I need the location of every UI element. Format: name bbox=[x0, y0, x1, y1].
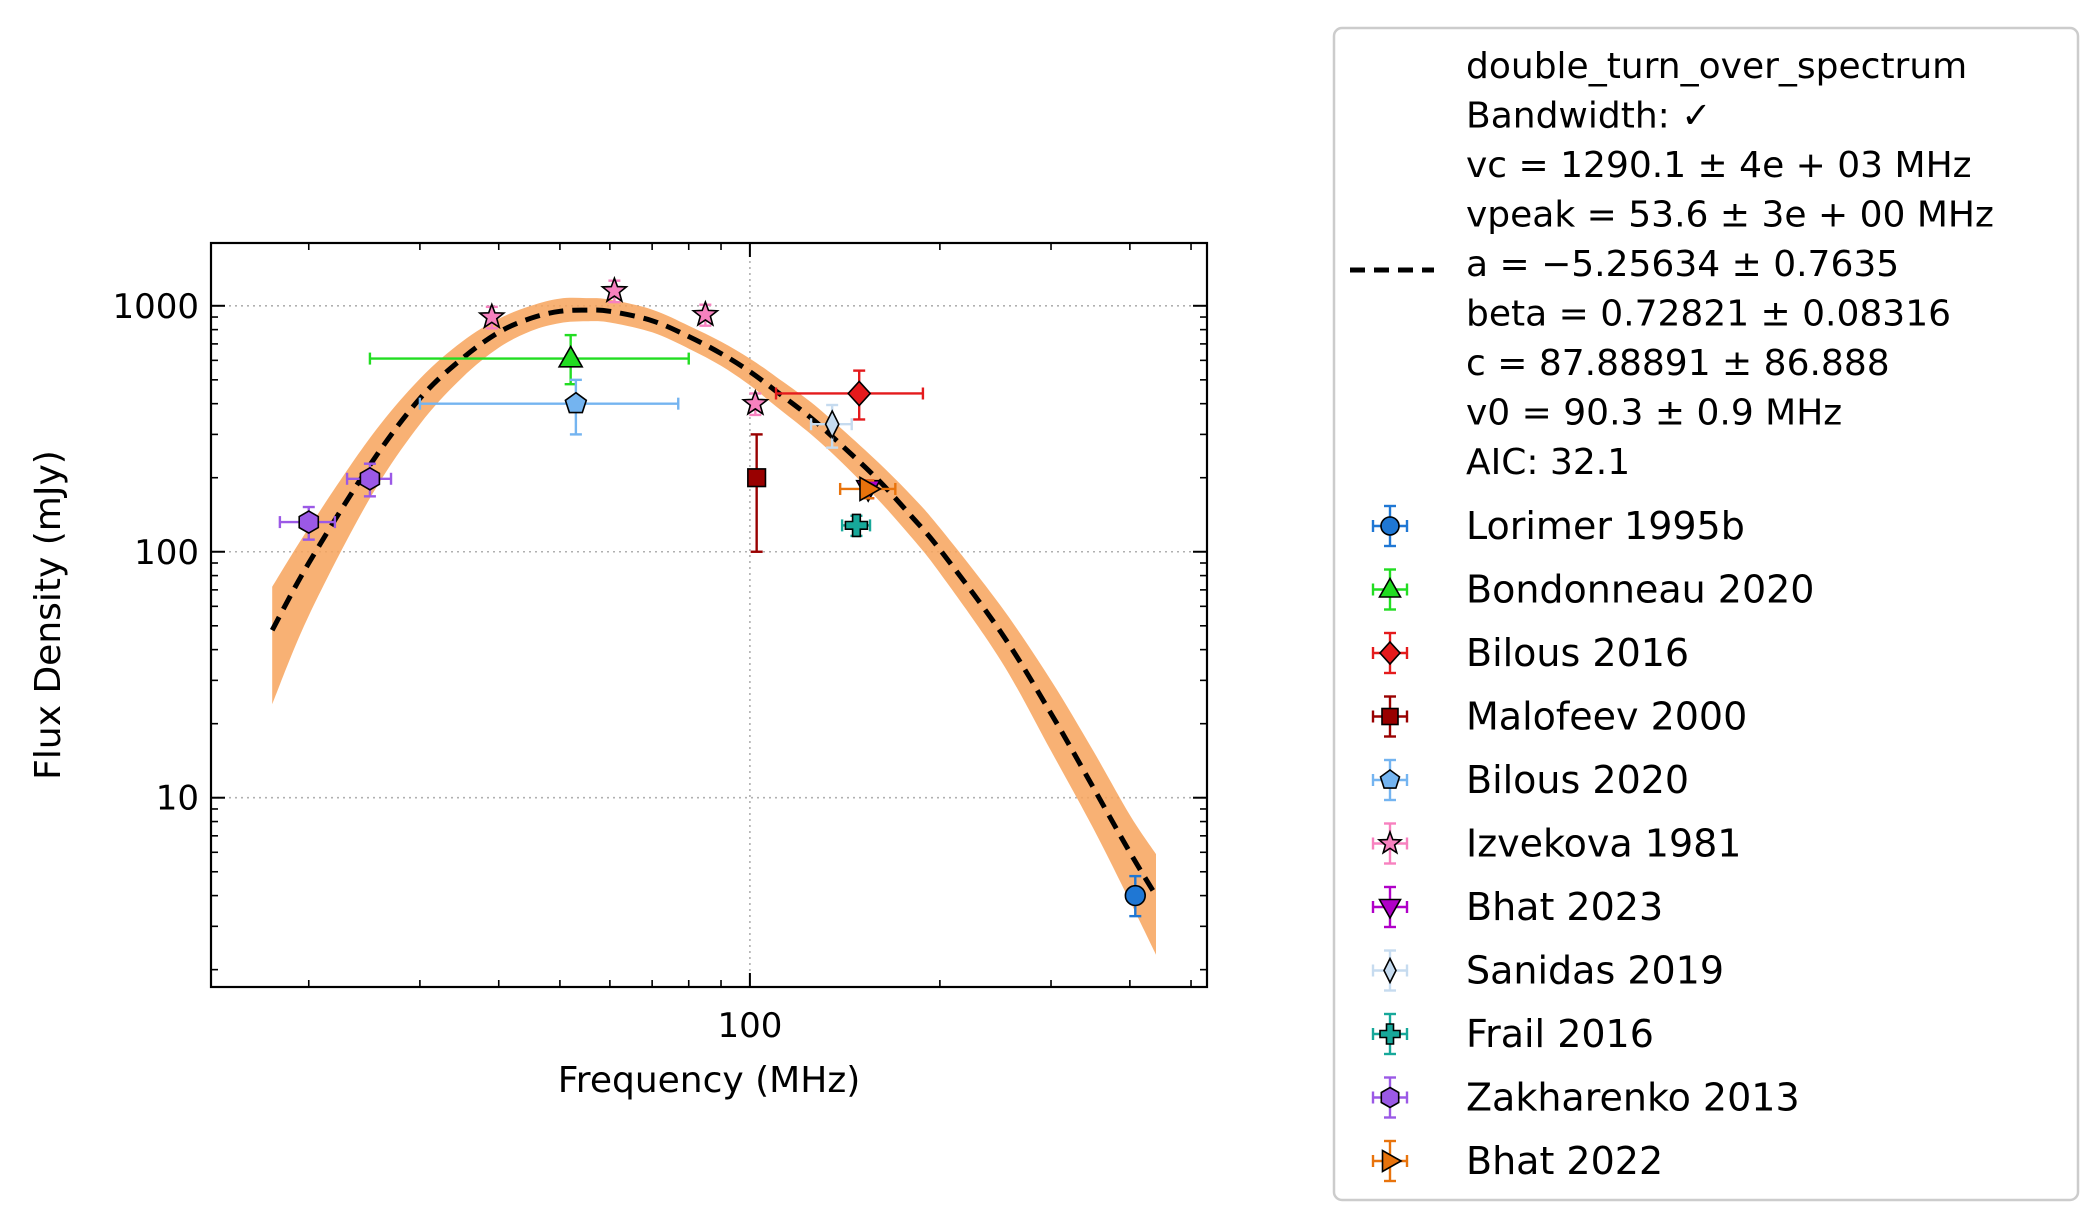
legend-fit-parameters: double_turn_over_spectrum Bandwidth: ✓ vc … bbox=[1466, 46, 1994, 483]
series-zakharenko-2013 bbox=[278, 462, 393, 541]
legend-fit-line-text: vc = 1290.1 ± 4e + 03 MHz bbox=[1466, 145, 1972, 186]
legend-label: Malofeev 2000 bbox=[1466, 695, 1747, 739]
legend-marker bbox=[1381, 707, 1399, 726]
data-point bbox=[859, 476, 882, 502]
y-tick-label: 10 bbox=[156, 779, 199, 819]
legend-marker bbox=[1380, 1086, 1400, 1109]
series-bhat-2022 bbox=[838, 476, 897, 502]
legend-fit-line-text: double_turn_over_spectrum bbox=[1466, 46, 1967, 87]
legend-marker bbox=[1378, 898, 1402, 920]
y-axis-label: Flux Density (mJy) bbox=[28, 450, 69, 780]
data-point bbox=[824, 409, 840, 440]
legend-marker bbox=[1383, 956, 1397, 985]
series-bilous-2016 bbox=[774, 369, 925, 421]
legend-marker bbox=[1379, 1023, 1401, 1045]
data-point bbox=[564, 391, 588, 414]
data-point bbox=[477, 302, 506, 330]
legend-frame bbox=[1332, 26, 2080, 1202]
series-izvekova-1981 bbox=[477, 275, 770, 417]
legend-entry: Izvekova 1981 bbox=[1371, 822, 1741, 866]
legend-marker bbox=[1378, 576, 1402, 598]
data-point bbox=[600, 275, 629, 303]
legend-label: Frail 2016 bbox=[1466, 1012, 1654, 1056]
legend-fit-line-text: a = −5.25634 ± 0.7635 bbox=[1466, 244, 1899, 285]
legend-entry: Sanidas 2019 bbox=[1371, 949, 1724, 993]
data-point bbox=[747, 468, 767, 488]
legend-fit-line-text: c = 87.88891 ± 86.888 bbox=[1466, 343, 1890, 384]
series-frail-2016 bbox=[840, 513, 872, 538]
fit-uncertainty-band bbox=[272, 297, 1156, 955]
legend-fit-line-text: Bandwidth: ✓ bbox=[1466, 96, 1711, 137]
legend-entry: Zakharenko 2013 bbox=[1371, 1076, 1800, 1120]
series-bilous-2020 bbox=[418, 378, 680, 436]
legend-entry: Bhat 2022 bbox=[1371, 1139, 1663, 1183]
legend-marker bbox=[1381, 1149, 1403, 1173]
series-lorimer-1995b bbox=[1124, 874, 1146, 918]
legend-entry: Bhat 2023 bbox=[1371, 885, 1663, 929]
legend-label: Bhat 2023 bbox=[1466, 885, 1663, 929]
legend-marker bbox=[1378, 640, 1402, 666]
legend: double_turn_over_spectrum Bandwidth: ✓ vc … bbox=[1332, 26, 2080, 1202]
legend-series-entries: Lorimer 1995b Bondonneau 2020 Bilous 2016 M… bbox=[1371, 504, 1814, 1183]
data-point bbox=[844, 513, 869, 538]
legend-entry: Bilous 2020 bbox=[1371, 758, 1689, 802]
legend-entry: Malofeev 2000 bbox=[1371, 695, 1747, 739]
legend-label: Zakharenko 2013 bbox=[1466, 1076, 1800, 1120]
legend-label: Lorimer 1995b bbox=[1466, 504, 1745, 548]
data-point bbox=[847, 380, 872, 407]
y-tick-label: 100 bbox=[134, 533, 199, 573]
data-point bbox=[741, 388, 770, 416]
legend-fit-line-text: beta = 0.72821 ± 0.08316 bbox=[1466, 294, 1951, 335]
legend-entry: Bilous 2016 bbox=[1371, 631, 1689, 675]
y-tick-label: 1000 bbox=[112, 287, 199, 327]
data-point bbox=[557, 344, 584, 368]
fit-band bbox=[272, 297, 1156, 955]
legend-fit-line-text: AIC: 32.1 bbox=[1466, 442, 1630, 483]
data-points bbox=[278, 275, 1146, 918]
legend-fit-line-text: vpeak = 53.6 ± 3e + 00 MHz bbox=[1466, 195, 1994, 236]
legend-marker bbox=[1376, 829, 1404, 855]
legend-label: Sanidas 2019 bbox=[1466, 949, 1724, 993]
fit-curve bbox=[270, 307, 1159, 897]
legend-marker bbox=[1379, 769, 1401, 789]
x-tick-label: 100 bbox=[717, 1006, 782, 1046]
series-sanidas-2019 bbox=[809, 403, 853, 449]
series-malofeev-2000 bbox=[747, 433, 767, 553]
legend-label: Izvekova 1981 bbox=[1466, 822, 1741, 866]
x-axis-label: Frequency (MHz) bbox=[558, 1060, 861, 1101]
series-bondonneau-2020 bbox=[368, 333, 690, 386]
legend-label: Bondonneau 2020 bbox=[1466, 568, 1814, 612]
legend-label: Bhat 2022 bbox=[1466, 1139, 1663, 1183]
data-point bbox=[359, 466, 381, 491]
data-point bbox=[298, 510, 320, 535]
legend-entry: Frail 2016 bbox=[1371, 1012, 1654, 1056]
fit-line bbox=[270, 307, 1159, 897]
data-point bbox=[1124, 884, 1146, 907]
legend-entry: Lorimer 1995b bbox=[1371, 504, 1745, 548]
legend-marker bbox=[1380, 516, 1400, 536]
legend-label: Bilous 2020 bbox=[1466, 758, 1689, 802]
legend-label: Bilous 2016 bbox=[1466, 631, 1689, 675]
plot-frame bbox=[209, 241, 1209, 989]
axis-ticks: 100 10 100 1000 bbox=[112, 243, 1207, 1046]
legend-entry: Bondonneau 2020 bbox=[1371, 568, 1814, 612]
data-point bbox=[691, 299, 720, 327]
legend-fit-line-text: v0 = 90.3 ± 0.9 MHz bbox=[1466, 393, 1842, 434]
